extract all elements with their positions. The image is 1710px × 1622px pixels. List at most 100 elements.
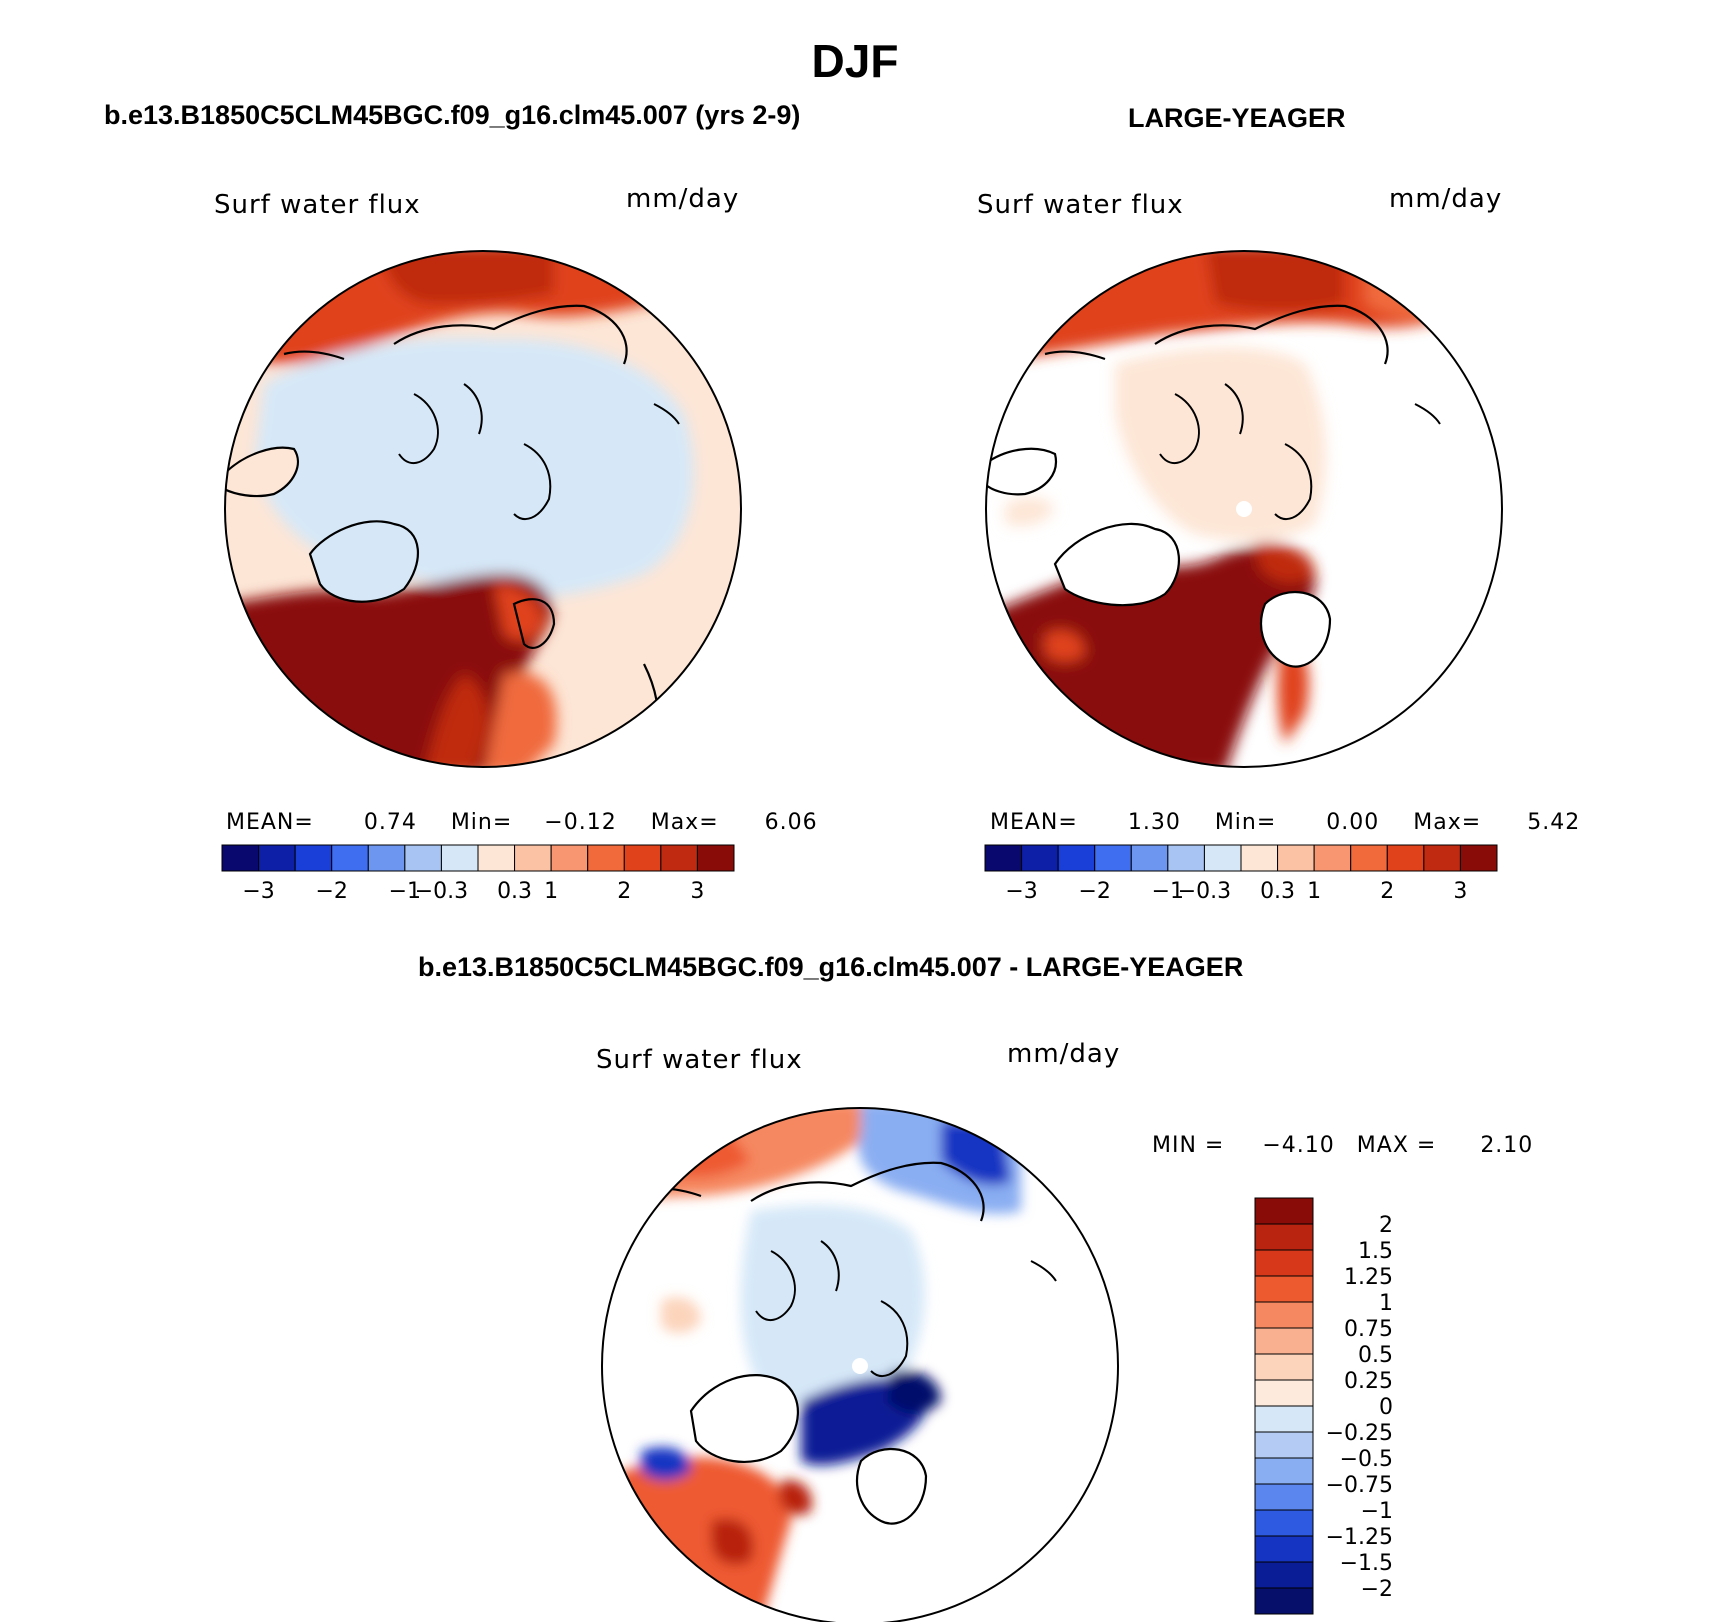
panel-diff-units: mm/day [1007,1039,1121,1069]
obs-mean-label: MEAN= [990,810,1078,835]
colorbar-model-swatch [587,844,625,872]
panel-model-units: mm/day [626,184,740,214]
colorbar-diff-tick-label: 1 [1379,1291,1393,1316]
colorbar-model-swatch [258,844,296,872]
colorbar-diff-tick-label: 1.25 [1344,1265,1393,1290]
obs-canada-islands [986,447,1058,496]
obs-scandinavia [1260,590,1332,668]
map-diff-polar [601,1107,1119,1622]
colorbar-model-swatch [660,844,698,872]
colorbar-diff-swatch [1254,1353,1314,1381]
colorbar-diff-tick-label: −0.25 [1326,1421,1393,1446]
diff-pole-dot [852,1358,868,1374]
colorbar-diff-swatch [1254,1249,1314,1277]
colorbar-model-swatch [550,844,589,872]
obs-arctic-field [1115,347,1326,541]
colorbar-model-swatch [477,844,516,872]
colorbar-obs: −3 −2 −1−0.3 0.3 1 2 3 [984,844,1498,904]
panel-obs-field-label: Surf water flux [977,190,1184,220]
colorbar-obs-swatch [1094,844,1132,872]
panel-diff-stats: MIN = −4.10 MAX = 2.10 [1152,1133,1533,1158]
colorbar-model-swatch [404,844,442,872]
model-scandinavia [512,598,556,649]
obs-min-value: 0.00 [1326,810,1380,835]
model-siberia-coast [393,304,628,365]
colorbar-obs-swatch [1130,844,1169,872]
panel-model-field-label: Surf water flux [214,190,421,220]
colorbar-obs-swatch [1277,844,1315,872]
colorbar-obs-tick-label: 1 [1307,879,1321,904]
colorbar-model: −3 −2 −1−0.3 0.3 1 2 3 [221,844,735,904]
colorbar-obs-tick-label: −0.3 [1178,879,1231,904]
colorbar-diff-swatch [1254,1431,1314,1459]
colorbar-diff-swatch [1254,1457,1314,1485]
colorbar-obs-swatch [1423,844,1461,872]
diff-greenland [689,1374,799,1463]
colorbar-obs-swatch [1313,844,1352,872]
obs-max-label: Max= [1413,810,1482,835]
obs-greenland [1053,522,1180,607]
colorbar-obs-swatch [1167,844,1205,872]
colorbar-obs-tick-label: −1 [1152,879,1184,904]
colorbar-obs-tick-label: −2 [1078,879,1110,904]
colorbar-obs-tick-label: 2 [1380,879,1394,904]
colorbar-diff-swatch [1254,1535,1314,1563]
colorbar-diff-tick-label: −1 [1361,1499,1393,1524]
model-min-label: Min= [450,810,513,835]
colorbar-diff-tick-label: 0.75 [1344,1317,1393,1342]
colorbar-diff-swatch [1254,1379,1314,1407]
colorbar-model-tick-label: −0.3 [415,879,468,904]
colorbar-diff: 21.51.2510.750.50.250−0.25−0.5−0.75−1−1.… [1254,1197,1393,1615]
colorbar-diff-tick-label: 0.25 [1344,1369,1393,1394]
colorbar-diff-tick-label: 1.5 [1358,1239,1393,1264]
colorbar-diff-swatch [1254,1197,1314,1225]
diff-arctic-field [740,1205,925,1405]
colorbar-model-tick-label: 1 [544,879,558,904]
colorbar-obs-swatch [1350,844,1388,872]
colorbar-model-tick-label: 0.3 [497,879,532,904]
colorbar-obs-tick-label: 3 [1453,879,1467,904]
colorbar-model-tick-label: −3 [242,879,274,904]
diff-min-label: MIN = [1152,1133,1225,1158]
map-model-polar [224,250,742,768]
colorbar-model-swatch [696,844,735,872]
colorbar-model-swatch [331,844,369,872]
map-obs-polar [985,250,1503,768]
model-max-value: 6.06 [764,810,818,835]
colorbar-obs-swatch [1386,844,1425,872]
panel-model-title: b.e13.B1850C5CLM45BGC.f09_g16.clm45.007 … [104,100,801,130]
model-mean-value: 0.74 [363,810,417,835]
colorbar-model-swatch [514,844,552,872]
colorbar-diff-tick-label: −0.75 [1326,1473,1393,1498]
obs-min-label: Min= [1214,810,1277,835]
colorbar-obs-tick-label: 0.3 [1260,879,1295,904]
colorbar-obs-swatch [1057,844,1096,872]
colorbar-diff-swatch [1254,1275,1314,1303]
colorbar-obs-swatch [1459,844,1498,872]
colorbar-diff-tick-label: −1.25 [1326,1525,1393,1550]
colorbar-model-swatch [623,844,662,872]
model-canada-islands [225,446,300,498]
panel-obs-title: LARGE-YEAGER [1128,103,1346,133]
colorbar-diff-swatch [1254,1509,1314,1537]
panel-obs-stats: MEAN= 1.30 Min= 0.00 Max= 5.42 [990,810,1580,835]
figure-title: DJF [811,35,899,87]
colorbar-model-tick-label: −1 [389,879,421,904]
diff-min-value: −4.10 [1262,1133,1335,1158]
panel-diff-field-label: Surf water flux [596,1045,803,1075]
diff-scandinavia [856,1447,928,1525]
colorbar-diff-swatch [1254,1327,1314,1355]
colorbar-diff-tick-label: −2 [1361,1577,1393,1602]
colorbar-diff-swatch [1254,1483,1314,1511]
colorbar-diff-swatch [1254,1561,1314,1589]
colorbar-obs-swatch [1021,844,1059,872]
colorbar-diff-swatch [1254,1223,1314,1251]
colorbar-diff-swatch [1254,1587,1314,1615]
colorbar-diff-swatch [1254,1301,1314,1329]
colorbar-diff-tick-label: −0.5 [1340,1447,1393,1472]
obs-mean-value: 1.30 [1127,810,1181,835]
colorbar-diff-swatch [1254,1405,1314,1433]
model-min-value: −0.12 [544,810,617,835]
model-max-label: Max= [650,810,719,835]
diff-max-value: 2.10 [1480,1133,1534,1158]
